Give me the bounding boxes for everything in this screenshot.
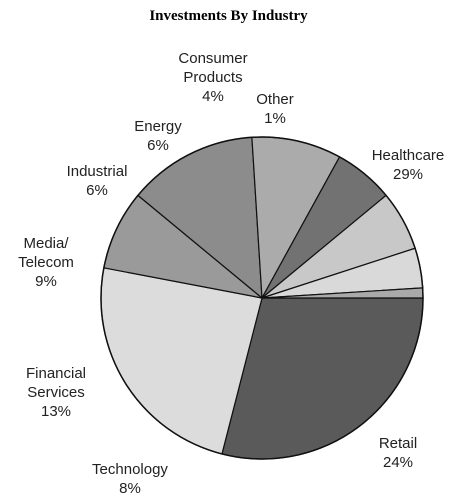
slice-label-retail: Retail 24%: [379, 435, 417, 471]
slice-label-financial-services: Financial Services 13%: [26, 365, 86, 420]
chart-title: Investments By Industry: [149, 8, 308, 24]
pie-outline: [100, 136, 424, 460]
slice-label-other: Other 1%: [256, 91, 294, 127]
slice-label-energy: Energy 6%: [134, 118, 182, 154]
slice-label-consumer-products: Consumer Products 4%: [178, 50, 247, 105]
slice-label-technology: Technology 8%: [92, 461, 168, 497]
slice-label-industrial: Industrial 6%: [67, 163, 128, 199]
slice-label-media-telecom: Media/Telecom 9%: [18, 235, 74, 290]
slice-label-healthcare: Healthcare 29%: [372, 147, 445, 183]
